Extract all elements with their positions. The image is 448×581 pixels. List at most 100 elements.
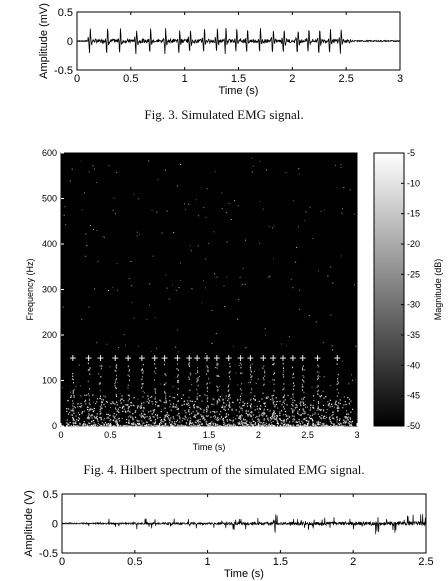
fig4-spectrum-dot [115, 420, 118, 422]
fig4-spectrum-dot [280, 425, 282, 427]
fig4-spectrum-dot [99, 395, 101, 397]
fig4-spectrum-dot [266, 418, 269, 420]
fig4-spectrum-dot [225, 424, 227, 427]
fig4-spectrum-dot [143, 402, 145, 404]
fig4-spectrum-dot [164, 414, 166, 416]
fig4-spectrum-dot [72, 422, 74, 424]
fig4-spectrum-dot [116, 404, 118, 406]
fig4-spectrum-dot [150, 419, 152, 421]
fig4-spectrum-dot [84, 394, 86, 396]
fig4-spectrum-dot [341, 425, 343, 427]
figure-4-caption: Fig. 4. Hilbert spectrum of the simulate… [83, 462, 365, 477]
fig4-spectrum-dot [239, 426, 242, 428]
fig4-spectrum-dot [344, 422, 346, 424]
fig4-spectrum-dot [88, 412, 90, 415]
fig4-spectrum-dot [128, 421, 130, 423]
fig4-spectrum-dot [317, 384, 319, 387]
fig4-spectrum-dot [229, 425, 231, 427]
fig4-spectrum-dot [171, 424, 173, 426]
fig4-spectrum-dot [296, 421, 298, 423]
fig4-spectrum-dot [203, 207, 205, 209]
fig4-spectrum-dot [72, 390, 74, 392]
fig4-spectrum-dot [209, 411, 212, 413]
fig4-spectrum-dot [317, 375, 319, 378]
fig4-spectrum-dot [297, 410, 299, 412]
fig4-spectrum-dot [224, 416, 226, 418]
fig4-spectrum-dot [266, 424, 268, 427]
fig4-spectrum-dot [100, 419, 102, 421]
fig4-spectrum-dot [223, 408, 225, 410]
fig4-spectrum-dot [274, 425, 276, 427]
fig4-spectrum-dot [217, 363, 219, 366]
fig4-spectrum-dot [312, 422, 314, 424]
fig4-spectrum-dot [143, 422, 145, 424]
fig4-spectrum-dot [335, 404, 337, 406]
fig4-spectrum-dot [109, 407, 111, 409]
fig4-spectrum-dot [332, 282, 334, 284]
fig4-spectrum-dot [117, 425, 119, 427]
fig4-spectrum-dot [194, 401, 196, 403]
fig4-spectrum-dot [115, 365, 117, 368]
fig4-spectrum-dot [223, 421, 225, 424]
fig4-spectrum-dot [87, 380, 89, 383]
fig4-spectrum-dot [273, 390, 275, 392]
fig4-spectrum-dot [243, 422, 245, 424]
fig4-spectrum-dot [248, 425, 251, 428]
fig4-spectrum-dot [88, 410, 90, 412]
fig4-spectrum-dot [171, 425, 173, 428]
fig4-spectrum-dot [187, 402, 189, 404]
fig4-spectrum-dot [178, 369, 180, 372]
fig4-spectrum-dot [312, 238, 314, 240]
fig4-spectrum-dot [170, 417, 172, 419]
fig4-spectrum-dot [157, 406, 159, 408]
fig4-spectrum-dot [112, 415, 114, 417]
fig4-spectrum-dot [124, 425, 126, 427]
fig4-spectrum-dot [165, 402, 167, 404]
fig4-spectrum-dot [272, 425, 274, 427]
fig4-spectrum-dot [342, 422, 345, 424]
fig4-spectrum-dot [188, 417, 190, 419]
fig4-spectrum-dot [245, 410, 247, 412]
fig4-spectrum-dot [183, 403, 185, 405]
fig4-spectrum-dot [264, 375, 266, 377]
fig4-spectrum-dot [114, 385, 116, 387]
fig4-spectrum-dot [287, 423, 289, 425]
fig4-spectrum-dot [173, 232, 175, 234]
fig4-spectrum-dot [337, 425, 339, 428]
fig4-spectrum-dot [205, 415, 208, 417]
fig5-y-tick-label: -0.5 [39, 548, 58, 560]
fig4-spectrum-dot [251, 411, 253, 413]
fig4-spectrum-dot [179, 425, 181, 427]
fig4-spectrum-dot [282, 420, 284, 422]
fig4-spectrum-dot [107, 416, 109, 418]
fig4-spectrum-dot [136, 425, 138, 427]
fig4-spectrum-dot [104, 422, 107, 424]
fig4-spectrum-dot [300, 404, 302, 406]
fig4-spectrum-dot [115, 387, 117, 390]
fig4-spectrum-dot [84, 399, 87, 401]
fig4-spectrum-dot [93, 407, 95, 410]
fig4-spectrum-dot [112, 402, 114, 404]
fig4-spectrum-dot [225, 413, 228, 415]
fig4-spectrum-dot [177, 363, 179, 365]
fig4-spectrum-dot [114, 415, 116, 418]
fig4-spectrum-dot [316, 425, 318, 428]
fig4-spectrum-dot [250, 404, 252, 406]
fig4-spectrum-dot [239, 395, 241, 398]
fig4-spectrum-dot [283, 371, 285, 373]
fig4-spectrum-dot [114, 425, 116, 428]
fig4-spectrum-dot [348, 383, 350, 385]
fig4-spectrum-dot [316, 423, 318, 425]
fig4-spectrum-dot [131, 425, 133, 428]
fig4-spectrum-dot [267, 417, 269, 419]
fig4-marker: + [289, 351, 296, 365]
fig4-spectrum-dot [178, 379, 180, 382]
fig4-spectrum-dot [73, 422, 75, 424]
fig4-spectrum-dot [251, 388, 253, 390]
fig4-spectrum-dot [335, 400, 337, 402]
fig4-spectrum-dot [206, 408, 208, 410]
fig4-spectrum-dot [279, 418, 282, 420]
fig4-spectrum-dot [308, 315, 310, 317]
fig4-spectrum-dot [326, 408, 328, 411]
fig4-spectrum-dot [166, 415, 169, 418]
